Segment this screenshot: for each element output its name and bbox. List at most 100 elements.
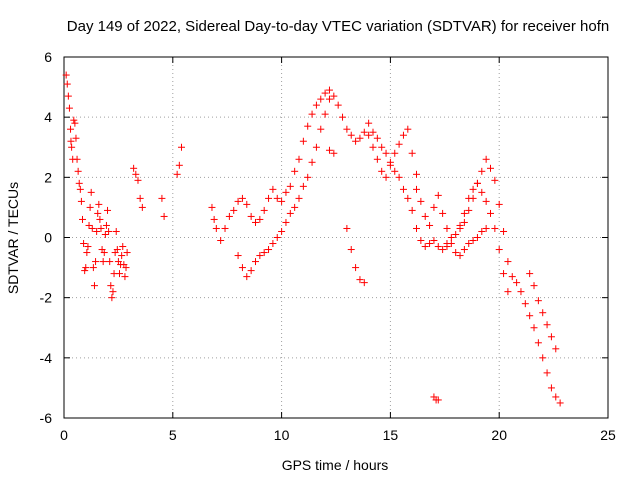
data-point	[395, 140, 403, 148]
data-point	[282, 218, 290, 226]
data-point	[73, 155, 81, 163]
data-point	[482, 224, 490, 232]
data-point	[299, 182, 307, 190]
x-tick-label: 25	[600, 427, 616, 443]
data-point	[360, 279, 368, 287]
data-point	[64, 92, 72, 100]
data-point	[269, 185, 277, 193]
data-point	[97, 224, 105, 232]
data-point	[260, 206, 268, 214]
data-point	[70, 116, 78, 124]
data-point	[413, 224, 421, 232]
x-axis-label: GPS time / hours	[282, 457, 389, 473]
data-point	[352, 137, 360, 145]
data-point	[347, 246, 355, 254]
data-point	[265, 194, 273, 202]
data-point	[291, 203, 299, 211]
data-point	[278, 227, 286, 235]
data-point	[504, 288, 512, 296]
data-point	[356, 134, 364, 142]
data-point	[369, 128, 377, 136]
data-point	[251, 258, 259, 266]
data-point	[447, 234, 455, 241]
grid-lines	[64, 57, 608, 418]
data-point	[508, 273, 516, 281]
data-point	[491, 176, 499, 184]
data-point	[443, 224, 451, 232]
data-point	[83, 249, 91, 257]
data-point	[67, 125, 75, 133]
data-point	[534, 339, 542, 347]
data-point	[439, 246, 447, 254]
data-point	[343, 125, 351, 133]
data-point	[119, 243, 127, 251]
data-point	[552, 393, 560, 401]
data-point	[491, 224, 499, 232]
data-point	[89, 264, 97, 272]
data-point	[138, 203, 146, 211]
data-point	[93, 227, 101, 235]
data-point	[94, 209, 102, 217]
data-point	[217, 237, 225, 245]
data-point	[85, 221, 93, 229]
data-point	[382, 173, 390, 181]
data-point	[278, 197, 286, 205]
data-point	[426, 240, 434, 248]
data-point	[399, 131, 407, 139]
data-point	[101, 230, 109, 238]
data-point	[465, 206, 473, 214]
data-point	[265, 246, 273, 254]
data-point	[295, 155, 303, 163]
data-point	[105, 227, 113, 235]
data-point	[417, 237, 425, 245]
data-point	[434, 191, 442, 199]
data-point	[160, 212, 168, 220]
data-point	[473, 179, 481, 187]
data-point	[421, 212, 429, 220]
data-point	[421, 243, 429, 251]
y-tick-label: 6	[44, 49, 52, 65]
data-point	[325, 95, 333, 103]
data-point	[534, 297, 542, 305]
y-tick-label: -4	[40, 350, 53, 366]
data-point	[439, 209, 447, 217]
data-point	[208, 203, 216, 211]
x-tick-label: 10	[274, 427, 290, 443]
data-point	[347, 131, 355, 139]
data-point	[413, 185, 421, 193]
data-point	[123, 249, 131, 257]
data-point	[343, 224, 351, 232]
data-point	[373, 134, 381, 142]
data-point	[72, 134, 80, 142]
data-point	[104, 206, 112, 214]
data-point	[330, 92, 338, 100]
data-point	[408, 149, 416, 157]
data-point	[130, 164, 138, 172]
data-point	[417, 197, 425, 205]
data-point	[504, 258, 512, 266]
data-point	[352, 264, 360, 272]
data-point	[430, 237, 438, 245]
data-point	[286, 209, 294, 217]
data-point	[308, 110, 316, 118]
data-point	[395, 173, 403, 181]
data-point	[460, 209, 468, 217]
data-point	[67, 137, 75, 145]
x-tick-label: 0	[60, 427, 68, 443]
data-point	[447, 240, 455, 248]
data-point	[99, 258, 107, 266]
data-point	[386, 161, 394, 169]
data-point	[495, 246, 503, 254]
data-point	[100, 249, 108, 257]
data-point	[65, 104, 73, 112]
data-point	[456, 252, 464, 260]
data-point	[543, 369, 551, 377]
data-point	[295, 194, 303, 202]
data-point	[238, 264, 246, 272]
data-point	[74, 167, 82, 175]
data-point	[413, 170, 421, 178]
data-point	[543, 321, 551, 329]
data-point	[330, 149, 338, 157]
data-point	[134, 176, 142, 184]
